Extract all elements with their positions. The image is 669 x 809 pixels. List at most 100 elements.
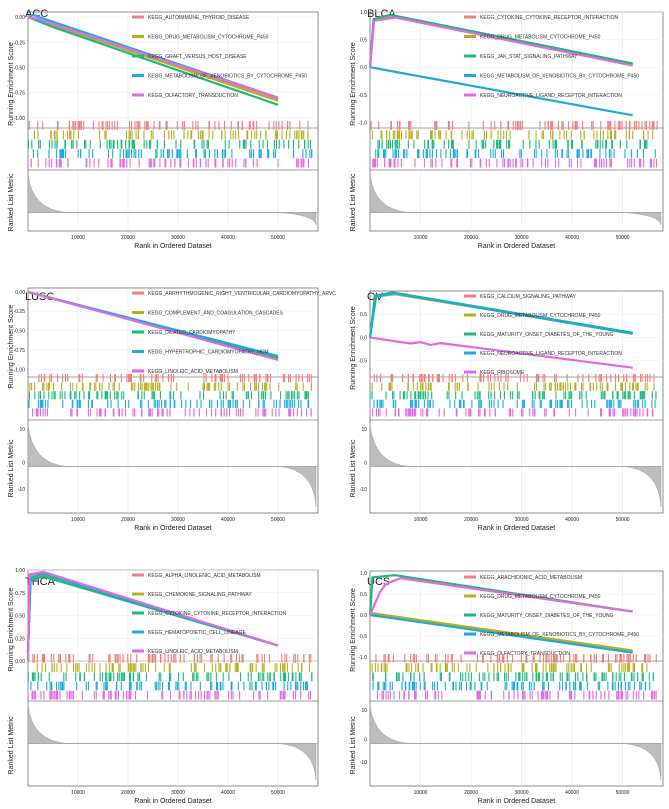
- y-tick-label: 0.75: [15, 591, 25, 597]
- metric-tick-label: 10: [361, 427, 367, 433]
- ranked-metric-area: [369, 704, 662, 781]
- legend-item: KEGG_CYTOKINE_CYTOKINE_RECEPTOR_INTERACT…: [464, 15, 618, 21]
- legend-label: KEGG_CHEMOKINE_SIGNALING_PATHWAY: [148, 592, 252, 598]
- y-tick-label: 1.0: [360, 10, 367, 16]
- es-line-olive: [369, 611, 633, 652]
- legend-label: KEGG_JAK_STAT_SIGNALING_PATHWAY: [480, 54, 578, 60]
- x-tick-label: 40000: [221, 235, 235, 241]
- x-tick-label: 20000: [121, 790, 135, 796]
- y-tick-label: -0.50: [14, 329, 26, 335]
- panel-frame: [27, 11, 319, 232]
- legend-item: KEGG_RIBOSOME: [464, 370, 525, 376]
- legend-item: KEGG_MATURITY_ONSET_DIABETES_OF_THE_YOUN…: [464, 332, 614, 338]
- legend-item: KEGG_COMPLEMENT_AND_COAGULATION_CASCADES: [132, 311, 284, 317]
- y-tick-label: 1.00: [15, 568, 25, 574]
- y-tick-label: 0.25: [15, 636, 25, 642]
- es-line-magenta: [369, 336, 633, 369]
- legend-label: KEGG_OLFACTORY_TRANSDUCTION: [480, 651, 570, 657]
- y-tick-label: 0.0: [360, 65, 367, 71]
- legend-item: KEGG_CHEMOKINE_SIGNALING_PATHWAY: [132, 592, 252, 598]
- legend-item: KEGG_OLFACTORY_TRANSDUCTION: [464, 651, 570, 657]
- legend-item: KEGG_CYTOKINE_CYTOKINE_RECEPTOR_INTERACT…: [132, 611, 286, 617]
- es-line-blue: [369, 613, 633, 654]
- metric-tick-label: -10: [18, 487, 25, 493]
- legend-item: KEGG_NEUROACTIVE_LIGAND_RECEPTOR_INTERAC…: [464, 351, 622, 357]
- y-axis-label-es: Running Enrichment Score: [8, 42, 15, 126]
- y-tick-label: -0.75: [14, 91, 26, 97]
- y-tick-label: -0.25: [14, 309, 26, 315]
- x-tick-label: 30000: [515, 790, 529, 796]
- ranked-metric-area: [27, 173, 317, 226]
- legend-label: KEGG_COMPLEMENT_AND_COAGULATION_CASCADES: [148, 311, 284, 317]
- y-tick-label: 0.5: [360, 592, 367, 598]
- y-tick-label: 0.00: [15, 659, 25, 665]
- y-axis-label-es: Running Enrichment Score: [350, 588, 357, 672]
- x-tick-label: 10000: [71, 790, 85, 796]
- y-axis-label-es: Running Enrichment Score: [350, 42, 357, 126]
- panel-frame: [369, 570, 664, 787]
- x-tick-label: 50000: [616, 517, 630, 523]
- y-tick-label: -1.00: [14, 116, 26, 122]
- x-tick-label: 10000: [71, 517, 85, 523]
- es-line-magenta: [368, 576, 633, 616]
- x-tick-label: 20000: [121, 235, 135, 241]
- x-tick-label: 50000: [616, 790, 630, 796]
- legend-label: KEGG_NEUROACTIVE_LIGAND_RECEPTOR_INTERAC…: [480, 351, 622, 357]
- es-line-blue: [369, 66, 633, 117]
- legend-item: KEGG_METABOLISM_OF_XENOBIOTICS_BY_CYTOCH…: [132, 74, 307, 80]
- x-axis-label: Rank in Ordered Dataset: [478, 243, 555, 250]
- legend-item: KEGG_OLFACTORY_TRANSDUCTION: [132, 93, 238, 99]
- y-tick-label: 0.0: [360, 335, 367, 341]
- x-tick-label: 20000: [464, 517, 478, 523]
- y-tick-label: -1.0: [358, 655, 367, 661]
- y-tick-label: -1.0: [358, 120, 367, 126]
- y-axis-label-rl: Ranked List Metric: [8, 439, 15, 497]
- y-tick-label: 0.5: [360, 312, 367, 318]
- legend-label: KEGG_ARACHIDONIC_ACID_METABOLISM: [480, 575, 582, 581]
- y-tick-label: -0.5: [358, 634, 367, 640]
- legend-item: KEGG_DRUG_METABOLISM_CYTOCHROME_P450: [464, 35, 601, 41]
- legend-item: KEGG_JAK_STAT_SIGNALING_PATHWAY: [464, 54, 578, 60]
- x-tick-label: 30000: [171, 517, 185, 523]
- y-tick-label: 0.00: [15, 15, 25, 21]
- legend-item: KEGG_CALCIUM_SIGNALING_PATHWAY: [464, 294, 577, 300]
- legend-item: KEGG_ARRHYTHMOGENIC_RIGHT_VENTRICULAR_CA…: [132, 291, 336, 297]
- x-tick-label: 20000: [464, 790, 478, 796]
- legend-item: KEGG_LINOLEIC_ACID_METABOLISM: [132, 369, 238, 375]
- x-tick-label: 10000: [414, 517, 428, 523]
- y-axis-label-rl: Ranked List Metric: [350, 173, 357, 231]
- legend-label: KEGG_DRUG_METABOLISM_CYTOCHROME_P450: [480, 594, 601, 600]
- y-tick-label: -0.5: [358, 359, 367, 365]
- legend-item: KEGG_DRUG_METABOLISM_CYTOCHROME_P450: [464, 313, 601, 319]
- ranked-metric-area: [369, 423, 662, 508]
- legend-label: KEGG_METABOLISM_OF_XENOBIOTICS_BY_CYTOCH…: [148, 74, 307, 80]
- metric-tick-label: 0: [22, 461, 25, 467]
- x-tick-label: 10000: [414, 790, 428, 796]
- legend-item: KEGG_ALPHA_LINOLENIC_ACID_METABOLISM: [132, 573, 261, 579]
- legend-label: KEGG_MATURITY_ONSET_DIABETES_OF_THE_YOUN…: [480, 613, 614, 619]
- legend-item: KEGG_DRUG_METABOLISM_CYTOCHROME_P450: [464, 594, 601, 600]
- x-axis-label: Rank in Ordered Dataset: [134, 525, 211, 532]
- legend-label: KEGG_LINOLEIC_ACID_METABOLISM: [148, 369, 238, 375]
- es-line-green: [27, 15, 279, 106]
- y-tick-label: -1.00: [14, 367, 26, 373]
- y-axis-label-rl: Ranked List Metric: [8, 716, 15, 774]
- y-axis-label-es: Running Enrichment Score: [350, 306, 357, 390]
- legend-label: KEGG_HYPERTROPHIC_CARDIOMYOPATHY_HCM: [148, 350, 269, 356]
- legend-label: KEGG_NEUROACTIVE_LIGAND_RECEPTOR_INTERAC…: [480, 93, 622, 99]
- y-tick-label: -0.25: [14, 40, 26, 46]
- es-line-blue: [368, 292, 633, 338]
- legend-item: KEGG_MATURITY_ONSET_DIABETES_OF_THE_YOUN…: [464, 613, 614, 619]
- x-axis-label: Rank in Ordered Dataset: [134, 798, 211, 805]
- legend-label: KEGG_HEMATOPOIETIC_CELL_LINEAGE: [148, 630, 247, 636]
- legend-label: KEGG_DILATED_CARDIOMYOPATHY: [148, 330, 236, 336]
- y-tick-label: -0.50: [14, 65, 26, 71]
- x-tick-label: 40000: [221, 790, 235, 796]
- y-tick-label: 0.0: [360, 613, 367, 619]
- legend-item: KEGG_HYPERTROPHIC_CARDIOMYOPATHY_HCM: [132, 350, 269, 356]
- es-line-magenta: [27, 15, 279, 99]
- legend-label: KEGG_DRUG_METABOLISM_CYTOCHROME_P450: [148, 35, 269, 41]
- legend-label: KEGG_ARRHYTHMOGENIC_RIGHT_VENTRICULAR_CA…: [148, 291, 336, 297]
